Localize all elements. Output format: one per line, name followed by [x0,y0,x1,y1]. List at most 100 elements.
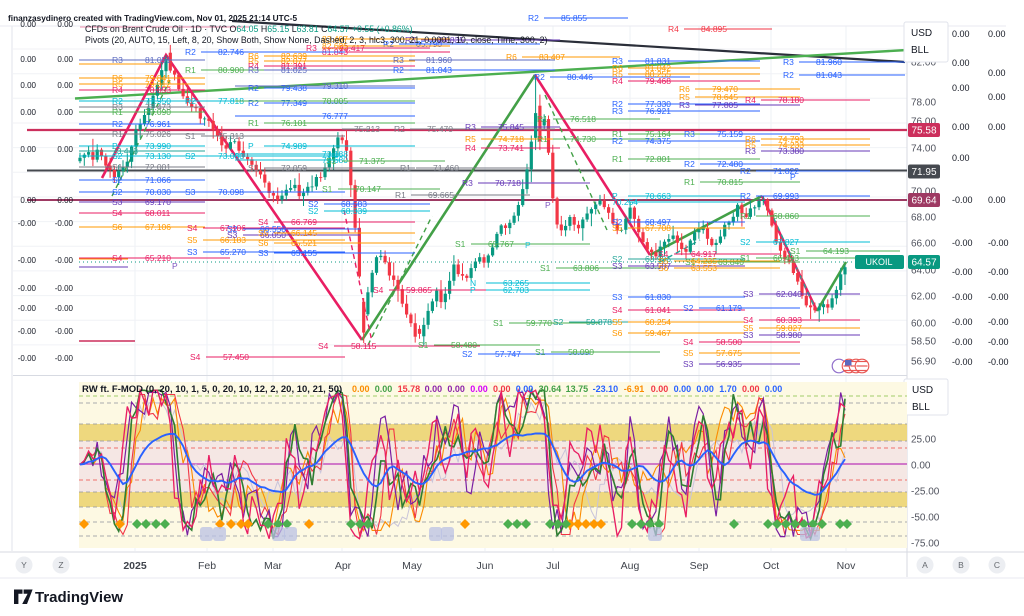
svg-text:75.164: 75.164 [645,129,671,139]
svg-text:-0.00: -0.00 [55,219,74,228]
svg-text:69.665: 69.665 [428,190,454,200]
svg-text:0.00: 0.00 [20,108,36,117]
svg-text:0.00: 0.00 [57,55,73,64]
svg-text:0.00: 0.00 [696,384,714,394]
svg-text:S4: S4 [612,305,623,315]
svg-text:79.438: 79.438 [281,83,307,93]
svg-text:66.145: 66.145 [291,228,317,238]
svg-text:S2: S2 [308,199,319,209]
svg-text:81.051: 81.051 [145,55,171,65]
svg-text:73.990: 73.990 [145,141,171,151]
svg-text:S2: S2 [227,224,238,234]
svg-text:Z: Z [58,560,63,570]
svg-text:S2: S2 [683,303,694,313]
svg-text:0.00: 0.00 [952,153,970,163]
svg-text:S5: S5 [743,323,754,333]
svg-text:BLL: BLL [912,402,930,413]
svg-text:81.043: 81.043 [426,65,452,75]
svg-text:66.769: 66.769 [291,217,317,227]
svg-text:69.64: 69.64 [911,196,936,207]
svg-text:78.853: 78.853 [145,85,171,95]
svg-text:S2: S2 [112,175,123,185]
svg-text:R5: R5 [112,79,123,89]
svg-text:0.00: 0.00 [765,384,783,394]
svg-text:75.845: 75.845 [498,122,524,132]
svg-text:R2: R2 [534,72,545,82]
svg-text:61.830: 61.830 [645,292,671,302]
svg-text:Pivots (20, AUTO, 15, Left, 8,: Pivots (20, AUTO, 15, Left, 8, 20, Show … [85,35,548,45]
svg-text:-0.00: -0.00 [988,357,1009,367]
svg-text:0.00: 0.00 [952,58,970,68]
svg-text:-0.00: -0.00 [952,267,973,277]
svg-text:Mar: Mar [264,560,283,572]
svg-text:R1: R1 [612,129,623,139]
svg-text:R1: R1 [684,177,695,187]
svg-text:72.801: 72.801 [645,154,671,164]
svg-text:S3: S3 [743,289,754,299]
svg-text:65.270: 65.270 [220,247,246,257]
svg-text:63.587: 63.587 [645,261,671,271]
svg-text:2025: 2025 [123,560,147,572]
svg-text:S5: S5 [258,228,269,238]
svg-text:60.00: 60.00 [911,319,936,330]
svg-text:May: May [402,560,423,572]
svg-text:R1: R1 [740,211,751,221]
svg-text:75.213: 75.213 [354,124,380,134]
svg-text:-0.00: -0.00 [18,284,37,293]
svg-text:S1: S1 [326,156,337,166]
svg-text:S1: S1 [740,253,751,263]
svg-text:S3: S3 [227,230,238,240]
svg-text:P: P [470,285,476,295]
svg-text:0.00: 0.00 [20,20,36,29]
svg-text:77.950: 77.950 [145,96,171,106]
svg-text:0.00: 0.00 [20,55,36,64]
svg-text:R3: R3 [306,43,317,53]
svg-text:R6: R6 [612,63,623,73]
svg-text:63.996: 63.996 [645,254,671,264]
svg-text:67.106: 67.106 [220,223,246,233]
svg-text:75.58: 75.58 [911,126,936,137]
svg-text:R4: R4 [612,76,623,86]
svg-text:-0.00: -0.00 [952,292,973,302]
svg-text:70.030: 70.030 [145,187,171,197]
svg-text:S1: S1 [685,257,696,267]
svg-text:R2: R2 [612,136,623,146]
svg-text:57.450: 57.450 [223,352,249,362]
svg-text:68.339: 68.339 [341,206,367,216]
svg-text:58.115: 58.115 [351,341,377,351]
svg-text:S1: S1 [112,162,123,172]
svg-text:68.583: 68.583 [341,199,367,209]
svg-text:S4: S4 [373,285,384,295]
svg-text:R3: R3 [679,100,690,110]
svg-text:0.00: 0.00 [470,384,488,394]
svg-text:S3: S3 [112,197,123,207]
svg-text:82.639: 82.639 [281,51,307,61]
svg-text:59.827: 59.827 [776,323,802,333]
svg-text:79.470: 79.470 [712,84,738,94]
svg-text:85.855: 85.855 [561,13,587,23]
svg-text:R1: R1 [612,154,623,164]
svg-text:R6: R6 [679,84,690,94]
svg-text:-0.00: -0.00 [952,238,973,248]
svg-text:S4: S4 [743,315,754,325]
svg-text:R2: R2 [112,96,123,106]
svg-text:R1: R1 [248,118,259,128]
svg-text:P: P [112,141,118,151]
svg-text:62.00: 62.00 [911,292,936,303]
svg-text:63.840: 63.840 [718,257,744,267]
svg-text:-0.00: -0.00 [988,337,1009,347]
svg-text:76.101: 76.101 [281,118,307,128]
svg-text:73.380: 73.380 [778,146,804,156]
svg-text:0.00: 0.00 [674,384,692,394]
svg-text:58.980: 58.980 [776,330,802,340]
svg-text:R6: R6 [248,51,259,61]
svg-text:76.518: 76.518 [570,114,596,124]
svg-text:0.00: 0.00 [57,196,73,205]
svg-text:70.718: 70.718 [495,178,521,188]
svg-text:R1: R1 [395,190,406,200]
svg-text:65.767: 65.767 [488,239,514,249]
svg-text:S3: S3 [743,330,754,340]
svg-text:R2: R2 [248,83,259,93]
svg-text:S5: S5 [683,348,694,358]
svg-text:74.989: 74.989 [281,141,307,151]
